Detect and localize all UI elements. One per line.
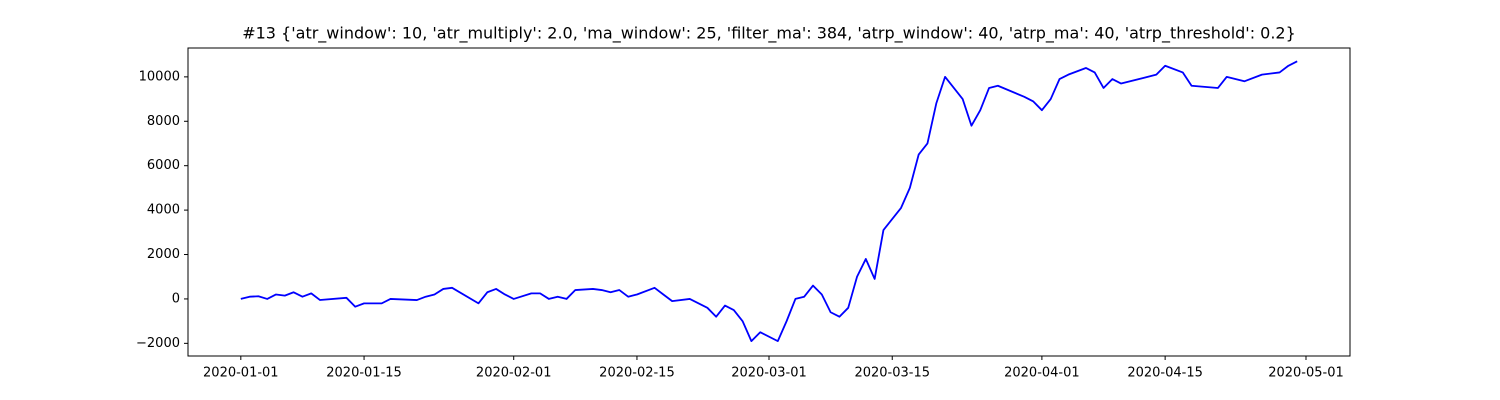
x-tick-label: 2020-01-15 — [326, 366, 402, 381]
chart-title: #13 {'atr_window': 10, 'atr_multiply': 2… — [242, 24, 1296, 44]
y-tick-label: 0 — [172, 291, 180, 306]
x-tick-label: 2020-03-15 — [854, 366, 930, 381]
x-tick-label: 2020-02-01 — [476, 366, 552, 381]
x-tick-label: 2020-04-15 — [1127, 366, 1203, 381]
y-tick-label: 6000 — [147, 158, 180, 173]
x-tick-label: 2020-03-01 — [731, 366, 807, 381]
plot-frame — [187, 47, 1351, 357]
x-tick-label: 2020-02-15 — [599, 366, 675, 381]
y-tick-label: 2000 — [147, 247, 180, 262]
y-tick-label: 10000 — [139, 69, 180, 84]
x-tick-label: 2020-05-01 — [1268, 366, 1344, 381]
y-tick-label: 4000 — [147, 203, 180, 218]
x-tick-label: 2020-04-01 — [1004, 366, 1080, 381]
x-tick-label: 2020-01-01 — [203, 366, 279, 381]
y-tick-label: 8000 — [147, 114, 180, 129]
y-tick-label: −2000 — [136, 336, 180, 351]
line — [240, 60, 1298, 343]
